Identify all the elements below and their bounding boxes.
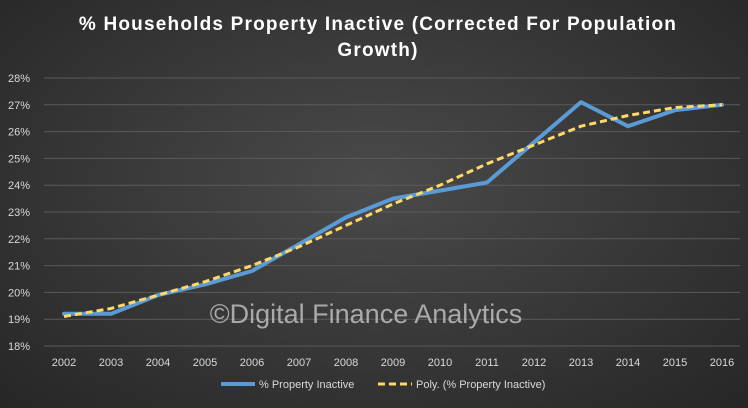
x-tick-label: 2003 [99, 357, 123, 369]
x-tick-label: 2010 [428, 357, 452, 369]
watermark: ©Digital Finance Analytics [210, 299, 523, 329]
x-tick-label: 2009 [381, 357, 405, 369]
y-tick-label: 24% [8, 180, 30, 192]
y-axis-ticks: 18% 19% 20% 21% 22% 23% 24% 25% 26% 27% 28% [8, 73, 30, 353]
x-tick-label: 2014 [616, 357, 640, 369]
x-tick-label: 2007 [287, 357, 311, 369]
x-tick-label: 2005 [193, 357, 217, 369]
chart-title-line-1: % Households Property Inactive (Correcte… [79, 14, 677, 35]
legend: % Property Inactive Poly. (% Property Ina… [221, 379, 545, 391]
x-tick-label: 2011 [475, 357, 499, 369]
x-tick-label: 2015 [663, 357, 687, 369]
gridlines [44, 77, 740, 347]
y-tick-label: 22% [8, 234, 30, 246]
y-tick-label: 25% [8, 153, 30, 165]
y-tick-label: 19% [8, 314, 30, 326]
x-tick-label: 2016 [710, 357, 734, 369]
trend-line [63, 103, 723, 318]
y-tick-label: 26% [8, 127, 30, 139]
y-tick-label: 21% [8, 261, 30, 273]
y-tick-label: 28% [8, 73, 30, 85]
series-lines [62, 100, 724, 318]
x-tick-label: 2012 [522, 357, 546, 369]
x-tick-label: 2002 [52, 357, 76, 369]
x-tick-label: 2006 [240, 357, 264, 369]
y-tick-label: 23% [8, 207, 30, 219]
y-tick-label: 20% [8, 287, 30, 299]
x-tick-label: 2004 [146, 357, 170, 369]
x-tick-label: 2013 [569, 357, 593, 369]
x-axis-ticks: 2002 2003 2004 2005 2006 2007 2008 2009 2010 2011… [52, 357, 734, 369]
series-line-property-inactive [62, 100, 724, 316]
legend-label: % Property Inactive [259, 379, 354, 391]
x-tick-label: 2008 [334, 357, 358, 369]
y-tick-label: 27% [8, 100, 30, 112]
y-tick-label: 18% [8, 341, 30, 353]
legend-label: Poly. (% Property Inactive) [416, 379, 545, 391]
chart-title-line-2: Growth) [337, 40, 418, 61]
